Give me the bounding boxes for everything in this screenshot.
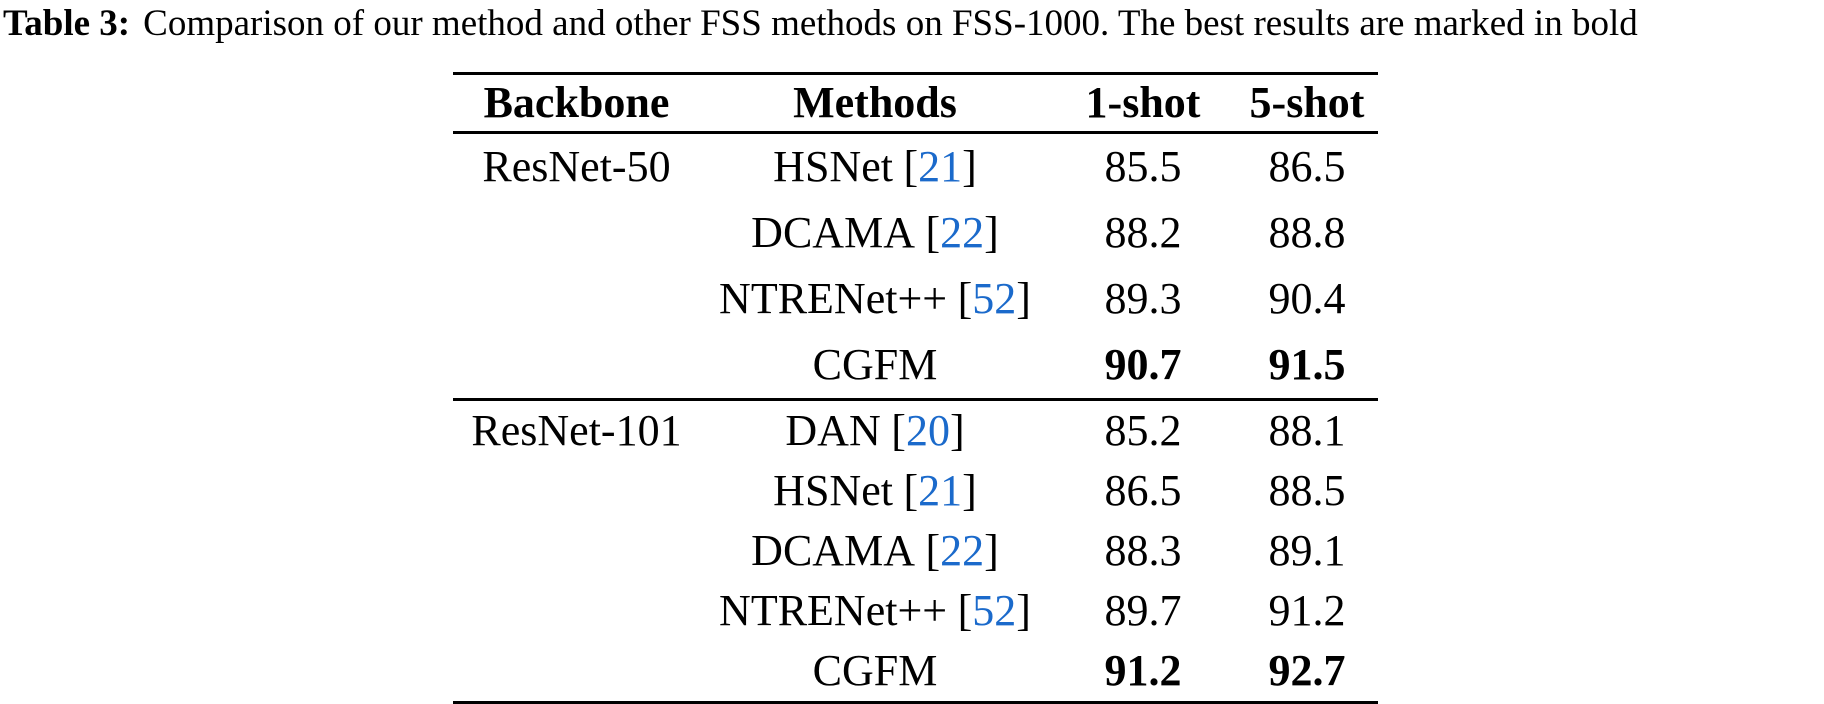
citation: [20] <box>891 406 964 455</box>
table-section-resnet101: ResNet-101 DAN [20] 85.2 88.1 HSNet [21] 8… <box>453 401 1378 701</box>
score-1shot: 89.3 <box>1104 274 1182 323</box>
citation-bracket-open: [ <box>957 274 973 323</box>
citation-bracket-close: ] <box>1016 586 1031 635</box>
score-1shot: 85.5 <box>1104 142 1182 191</box>
method-name: DAN <box>785 406 881 455</box>
citation: [22] <box>926 526 999 575</box>
column-header-1shot: 1-shot <box>1085 78 1201 127</box>
table-row: ResNet-50 HSNet [21] 85.5 86.5 <box>453 134 1378 200</box>
score-1shot: 88.3 <box>1104 526 1182 575</box>
citation-bracket-close: ] <box>962 466 977 515</box>
score-5shot: 90.4 <box>1268 274 1346 323</box>
citation-link[interactable]: 21 <box>918 142 963 191</box>
citation-bracket-close: ] <box>962 142 977 191</box>
score-5shot: 91.2 <box>1268 586 1346 635</box>
citation-bracket-open: [ <box>925 526 941 575</box>
citation-bracket-close: ] <box>984 526 999 575</box>
citation-bracket-close: ] <box>984 208 999 257</box>
table-row: DCAMA [22] 88.3 89.1 <box>453 521 1378 581</box>
table-row: NTRENet++ [52] 89.3 90.4 <box>453 266 1378 332</box>
method-cell: DCAMA [22] <box>700 211 1050 255</box>
score-1shot: 90.7 <box>1104 340 1182 389</box>
citation-link[interactable]: 52 <box>972 274 1017 323</box>
method-cell: CGFM <box>700 343 1050 387</box>
score-1shot: 86.5 <box>1104 466 1182 515</box>
column-header-methods: Methods <box>793 78 957 127</box>
score-5shot: 92.7 <box>1268 646 1346 695</box>
score-1shot: 85.2 <box>1104 406 1182 455</box>
score-5shot: 86.5 <box>1268 142 1346 191</box>
method-cell: NTRENet++ [52] <box>700 277 1050 321</box>
table-caption: Table 3: Comparison of our method and oth… <box>3 2 1824 46</box>
citation-bracket-close: ] <box>949 406 965 455</box>
method-cell: HSNet [21] <box>700 145 1050 189</box>
method-cell: CGFM <box>700 649 1050 693</box>
score-5shot: 88.1 <box>1268 406 1346 455</box>
backbone-cell: ResNet-101 <box>471 406 682 455</box>
table-row: CGFM 91.2 92.7 <box>453 641 1378 701</box>
citation-bracket-open: [ <box>891 406 906 455</box>
table-row: HSNet [21] 86.5 88.5 <box>453 461 1378 521</box>
citation-link[interactable]: 52 <box>972 586 1017 635</box>
score-1shot: 89.7 <box>1104 586 1182 635</box>
caption-text: Comparison of our method and other FSS m… <box>143 3 1638 44</box>
score-5shot: 88.8 <box>1268 208 1346 257</box>
method-name: CGFM <box>812 340 938 389</box>
citation-link[interactable]: 22 <box>940 526 985 575</box>
caption-label: Table 3: <box>3 3 131 44</box>
table-row: DCAMA [22] 88.2 88.8 <box>453 200 1378 266</box>
table-rule-mid <box>453 398 1378 401</box>
method-name: HSNet <box>773 466 893 515</box>
citation-bracket-open: [ <box>925 208 941 257</box>
citation: [52] <box>958 274 1031 323</box>
table-row: ResNet-101 DAN [20] 85.2 88.1 <box>453 401 1378 461</box>
table-rule-header <box>453 131 1378 134</box>
citation-link[interactable]: 20 <box>905 406 950 455</box>
citation-bracket-close: ] <box>1016 274 1031 323</box>
citation-link[interactable]: 21 <box>918 466 963 515</box>
table-section-resnet50: ResNet-50 HSNet [21] 85.5 86.5 DCAMA [22] … <box>453 134 1378 398</box>
table-row: NTRENet++ [52] 89.7 91.2 <box>453 581 1378 641</box>
backbone-cell: ResNet-50 <box>482 142 671 191</box>
method-name: NTRENet++ <box>719 274 948 323</box>
column-header-backbone: Backbone <box>483 78 670 127</box>
method-name: CGFM <box>812 646 938 695</box>
citation: [52] <box>958 586 1031 635</box>
citation-link[interactable]: 22 <box>940 208 985 257</box>
score-1shot: 88.2 <box>1104 208 1182 257</box>
score-5shot: 91.5 <box>1268 340 1346 389</box>
citation-bracket-open: [ <box>957 586 973 635</box>
table-row: CGFM 90.7 91.5 <box>453 332 1378 398</box>
score-1shot: 91.2 <box>1104 646 1182 695</box>
method-cell: HSNet [21] <box>700 469 1050 513</box>
method-name: DCAMA <box>751 526 915 575</box>
citation: [22] <box>926 208 999 257</box>
citation-bracket-open: [ <box>903 466 919 515</box>
method-name: NTRENet++ <box>719 586 948 635</box>
score-5shot: 89.1 <box>1268 526 1346 575</box>
comparison-table: Backbone Methods 1-shot 5-shot ResNet-50… <box>453 72 1378 704</box>
table-rule-bottom <box>453 701 1378 704</box>
column-header-5shot: 5-shot <box>1249 78 1365 127</box>
citation: [21] <box>904 142 977 191</box>
table-header-row: Backbone Methods 1-shot 5-shot <box>453 75 1378 131</box>
method-cell: DCAMA [22] <box>700 529 1050 573</box>
citation: [21] <box>904 466 977 515</box>
method-cell: NTRENet++ [52] <box>700 589 1050 633</box>
score-5shot: 88.5 <box>1268 466 1346 515</box>
citation-bracket-open: [ <box>903 142 919 191</box>
table-rule-top <box>453 72 1378 75</box>
method-cell: DAN [20] <box>700 409 1050 453</box>
method-name: DCAMA <box>751 208 915 257</box>
method-name: HSNet <box>773 142 893 191</box>
